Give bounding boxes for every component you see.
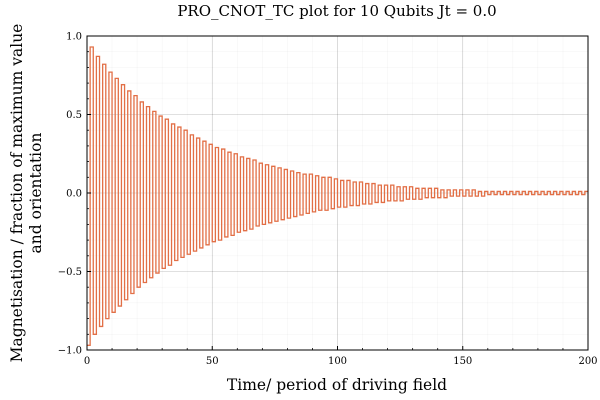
x-axis: 0 50 100 150 200 [84, 346, 598, 367]
y-tick-label: 1.0 [66, 32, 82, 43]
x-tick-label: 0 [84, 356, 90, 367]
x-tick-label: 150 [453, 356, 472, 367]
y-axis-label-line-2: and orientation [27, 133, 45, 254]
y-axis-label-line-1: Magnetisation / fraction of maximum valu… [8, 24, 26, 363]
y-axis: −1.0 −0.5 0.0 0.5 1.0 [58, 32, 91, 357]
x-tick-label: 200 [578, 356, 597, 367]
chart-title: PRO_CNOT_TC plot for 10 Qubits Jt = 0.0 [177, 2, 496, 20]
y-tick-label: −1.0 [58, 346, 82, 357]
series-line [87, 46, 588, 346]
y-tick-label: 0.5 [66, 110, 82, 121]
y-tick-label: −0.5 [58, 267, 82, 278]
x-tick-label: 100 [328, 356, 347, 367]
x-axis-label: Time/ period of driving field [227, 376, 447, 394]
x-tick-label: 50 [206, 356, 219, 367]
series-layer [87, 46, 588, 346]
y-tick-label: 0.0 [66, 189, 82, 200]
